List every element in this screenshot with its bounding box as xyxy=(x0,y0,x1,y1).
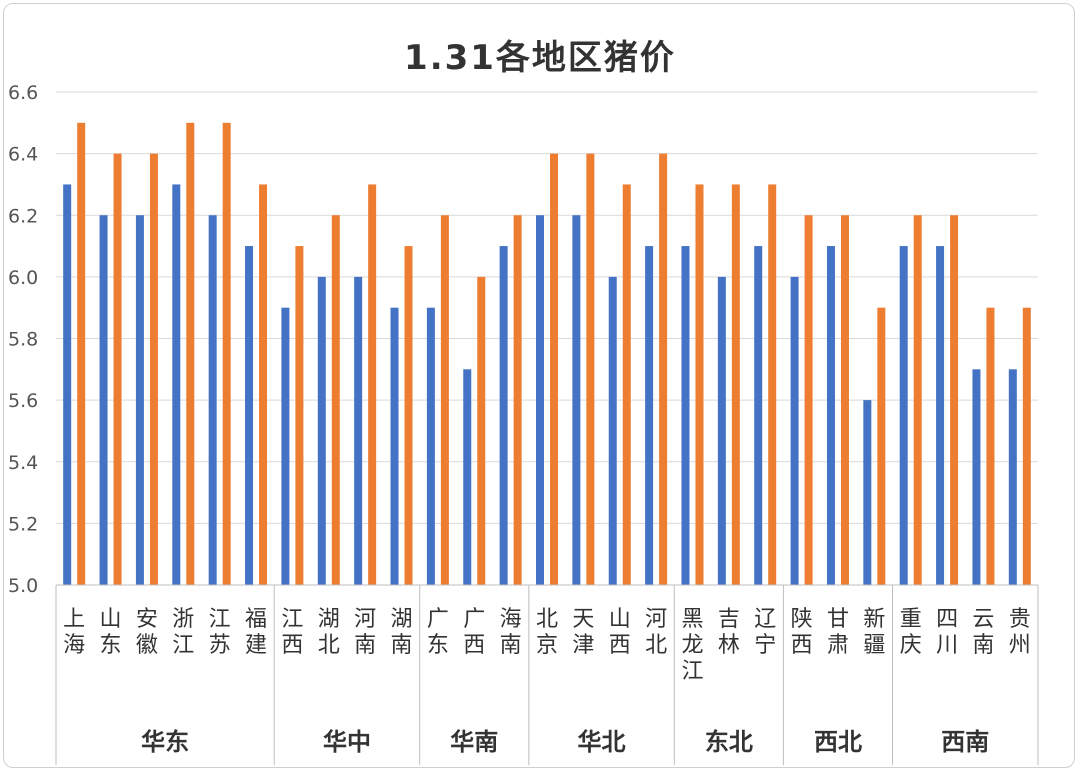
group-label: 华中 xyxy=(323,728,371,756)
bar-山西-series-2 xyxy=(622,184,631,585)
y-tick-label: 6.4 xyxy=(8,144,38,166)
bar-山东-series-2 xyxy=(113,153,122,585)
x-tick-label: 河南 xyxy=(354,607,376,658)
y-tick-label: 6.2 xyxy=(8,205,38,227)
x-tick-label: 重庆 xyxy=(900,607,922,658)
y-tick-label: 5.2 xyxy=(8,513,38,535)
bar-广西-series-2 xyxy=(477,276,486,585)
bar-湖南-series-2 xyxy=(404,246,413,585)
bar-海南-series-2 xyxy=(513,215,522,585)
bar-上海-series-2 xyxy=(77,122,86,585)
bar-北京-series-2 xyxy=(550,153,558,585)
bar-浙江-series-2 xyxy=(186,122,195,585)
bar-广东-series-2 xyxy=(440,215,449,585)
x-tick-label: 黑龙江 xyxy=(681,607,703,684)
x-tick-label: 天津 xyxy=(572,607,594,658)
chart-title: 1.31各地区猪价 xyxy=(404,38,676,78)
x-tick-label: 广西 xyxy=(463,607,485,658)
bar-甘肃-series-1 xyxy=(826,246,835,585)
x-tick-label: 安徽 xyxy=(136,607,158,658)
x-tick-label: 贵州 xyxy=(1009,607,1031,658)
y-tick-label: 5.8 xyxy=(8,329,38,351)
x-tick-label: 陕西 xyxy=(791,607,813,658)
bar-贵州-series-2 xyxy=(1022,307,1031,585)
bar-福建-series-1 xyxy=(245,246,254,585)
bar-浙江-series-1 xyxy=(172,184,181,585)
x-tick-label: 海南 xyxy=(500,607,522,658)
group-label: 东北 xyxy=(705,728,753,756)
x-tick-label: 上海 xyxy=(63,607,85,658)
bar-吉林-series-1 xyxy=(717,276,726,585)
bar-陕西-series-2 xyxy=(804,215,813,585)
group-label: 华北 xyxy=(578,728,626,756)
x-tick-label: 山东 xyxy=(100,607,122,658)
bar-新疆-series-1 xyxy=(863,400,872,585)
bar-重庆-series-2 xyxy=(913,215,922,585)
bar-江西-series-1 xyxy=(281,307,290,585)
bar-河南-series-1 xyxy=(354,276,363,585)
bar-陕西-series-1 xyxy=(790,276,799,585)
x-tick-label: 辽宁 xyxy=(754,607,776,658)
bar-安徽-series-1 xyxy=(135,215,144,585)
bar-安徽-series-2 xyxy=(149,153,158,585)
x-tick-label: 河北 xyxy=(645,607,667,658)
group-label: 西北 xyxy=(814,728,862,756)
bar-山东-series-1 xyxy=(99,215,108,585)
x-tick-label: 甘肃 xyxy=(827,607,849,658)
group-label: 华南 xyxy=(450,728,498,756)
x-tick-label: 广东 xyxy=(427,607,449,658)
group-label: 西南 xyxy=(941,728,989,756)
bar-上海-series-1 xyxy=(63,184,72,585)
bar-甘肃-series-2 xyxy=(840,215,849,585)
bar-广西-series-1 xyxy=(463,369,472,585)
bar-山西-series-1 xyxy=(608,276,617,585)
x-tick-label: 江西 xyxy=(281,607,303,658)
bar-四川-series-1 xyxy=(936,246,945,585)
x-tick-label: 湖北 xyxy=(318,607,340,658)
bar-天津-series-2 xyxy=(586,153,595,585)
bar-云南-series-1 xyxy=(972,369,981,585)
x-tick-label: 江苏 xyxy=(209,607,231,658)
x-tick-label: 浙江 xyxy=(172,607,194,658)
bar-江苏-series-2 xyxy=(222,122,231,585)
group-label: 华东 xyxy=(141,728,189,756)
bar-黑龙江-series-1 xyxy=(681,246,690,585)
x-tick-label: 四川 xyxy=(936,607,958,658)
bar-河北-series-2 xyxy=(659,153,668,585)
bar-河北-series-1 xyxy=(645,246,654,585)
bar-辽宁-series-1 xyxy=(754,246,763,585)
y-tick-label: 6.6 xyxy=(8,82,38,104)
bar-吉林-series-2 xyxy=(731,184,740,585)
x-tick-label: 山西 xyxy=(609,607,631,658)
x-tick-label: 湖南 xyxy=(391,607,413,658)
bar-辽宁-series-2 xyxy=(768,184,777,585)
bar-重庆-series-1 xyxy=(899,246,908,585)
x-tick-label: 北京 xyxy=(536,607,558,658)
bar-新疆-series-2 xyxy=(877,307,886,585)
x-tick-label: 吉林 xyxy=(718,607,740,658)
y-tick-label: 6.0 xyxy=(8,267,38,289)
x-tick-label: 福建 xyxy=(245,607,267,658)
bar-江苏-series-1 xyxy=(208,215,217,585)
bar-北京-series-1 xyxy=(536,215,544,585)
y-tick-label: 5.0 xyxy=(8,575,38,597)
bar-湖北-series-2 xyxy=(331,215,340,585)
bar-湖北-series-1 xyxy=(317,276,326,585)
bar-四川-series-2 xyxy=(950,215,959,585)
y-tick-label: 5.4 xyxy=(8,452,38,474)
x-tick-label: 云南 xyxy=(972,607,994,658)
y-tick-label: 5.6 xyxy=(8,390,38,412)
bar-云南-series-2 xyxy=(986,307,995,585)
bar-广东-series-1 xyxy=(426,307,435,585)
bar-福建-series-2 xyxy=(259,184,268,585)
bar-河南-series-2 xyxy=(368,184,377,585)
bar-海南-series-1 xyxy=(499,246,508,585)
bar-湖南-series-1 xyxy=(390,307,399,585)
x-tick-label: 新疆 xyxy=(863,607,885,658)
bar-江西-series-2 xyxy=(295,246,304,585)
bar-贵州-series-1 xyxy=(1008,369,1017,585)
bar-天津-series-1 xyxy=(572,215,581,585)
bar-黑龙江-series-2 xyxy=(695,184,704,585)
